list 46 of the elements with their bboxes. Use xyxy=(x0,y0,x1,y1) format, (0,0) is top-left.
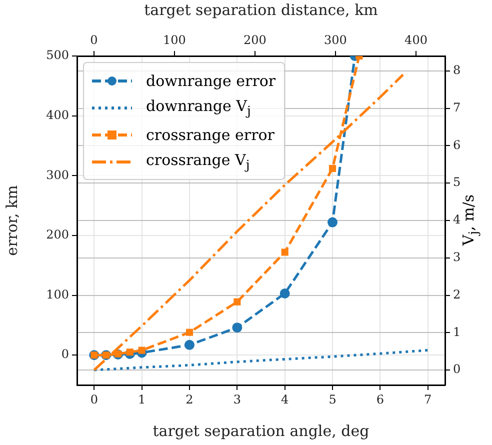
x2-axis-title: target separation distance, km xyxy=(144,0,378,19)
point xyxy=(328,217,338,228)
x-tick-label: 6 xyxy=(376,392,384,406)
legend-label: downrange V$_{j}$ xyxy=(146,97,251,118)
x2-tick-label: 200 xyxy=(244,32,266,47)
y-tick-label: 300 xyxy=(46,168,69,182)
point xyxy=(138,346,146,354)
x-axis-title: target separation angle, deg xyxy=(152,422,370,440)
x-tick-label: 7 xyxy=(424,392,432,406)
y2-tick-label: 4 xyxy=(453,212,461,227)
y2-tick-label: 6 xyxy=(453,138,461,152)
x-tick-label: 0 xyxy=(90,392,98,406)
y-tick-label: 200 xyxy=(46,228,69,242)
point xyxy=(234,298,241,306)
x-tick-label: 3 xyxy=(233,392,241,406)
point xyxy=(232,322,242,333)
point xyxy=(186,328,194,336)
x2-tick-label: 400 xyxy=(404,32,428,47)
y2-tick-label: 3 xyxy=(453,250,461,264)
y2-tick-label: 7 xyxy=(453,100,461,114)
y-tick-label: 100 xyxy=(46,287,69,302)
y2-tick-label: 2 xyxy=(453,287,461,302)
point xyxy=(281,248,288,256)
y2-tick-label: 5 xyxy=(453,175,461,190)
y2-tick-label: 1 xyxy=(453,324,461,339)
y-tick-label: 0 xyxy=(61,347,69,362)
point xyxy=(280,288,290,298)
legend-label: downrange error xyxy=(146,72,276,90)
legend-label: crossrange error xyxy=(146,126,274,144)
x-tick-label: 4 xyxy=(281,392,290,406)
x2-tick-label: 100 xyxy=(162,32,186,47)
point xyxy=(328,164,336,172)
y2-tick-label: 0 xyxy=(453,362,461,376)
y-tick-label: 400 xyxy=(46,108,69,122)
point xyxy=(184,340,194,350)
line-series xyxy=(92,348,430,372)
x-tick-label: 2 xyxy=(186,392,194,406)
x-tick-label: 5 xyxy=(328,392,336,406)
x2-tick-label: 0 xyxy=(90,32,98,47)
y-axis-title: error, km xyxy=(2,185,21,256)
x-tick-label: 1 xyxy=(138,392,146,406)
legend-label: crossrange V$_{j}$ xyxy=(146,151,250,172)
x2-tick-label: 300 xyxy=(324,32,347,47)
y2-tick-label: 8 xyxy=(453,63,461,78)
point xyxy=(126,348,134,356)
y-tick-label: 500 xyxy=(46,48,69,62)
